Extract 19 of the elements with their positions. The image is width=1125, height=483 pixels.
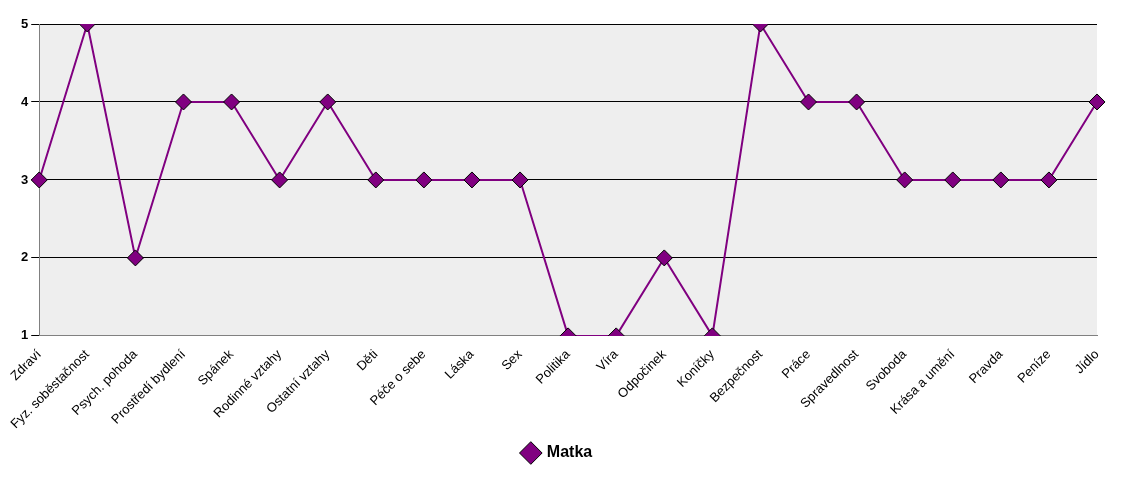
point [463, 171, 481, 189]
legend-label: Matka [546, 443, 593, 461]
point [271, 171, 289, 189]
point [944, 171, 962, 189]
y-tick-label: 3 [21, 171, 29, 187]
y-tick-label: 1 [21, 327, 29, 343]
point [415, 171, 433, 189]
y-tick-label: 2 [21, 249, 29, 265]
point [992, 171, 1010, 189]
x-tick-label: Sex [498, 346, 526, 373]
point [1040, 171, 1058, 189]
point [511, 171, 529, 189]
x-tick-label: Víra [593, 345, 622, 374]
point [30, 171, 48, 189]
point [896, 171, 914, 189]
x-tick-label: Děti [353, 346, 381, 374]
y-tick-label: 5 [21, 15, 29, 31]
y-tick-label: 4 [21, 93, 29, 109]
point [367, 171, 385, 189]
